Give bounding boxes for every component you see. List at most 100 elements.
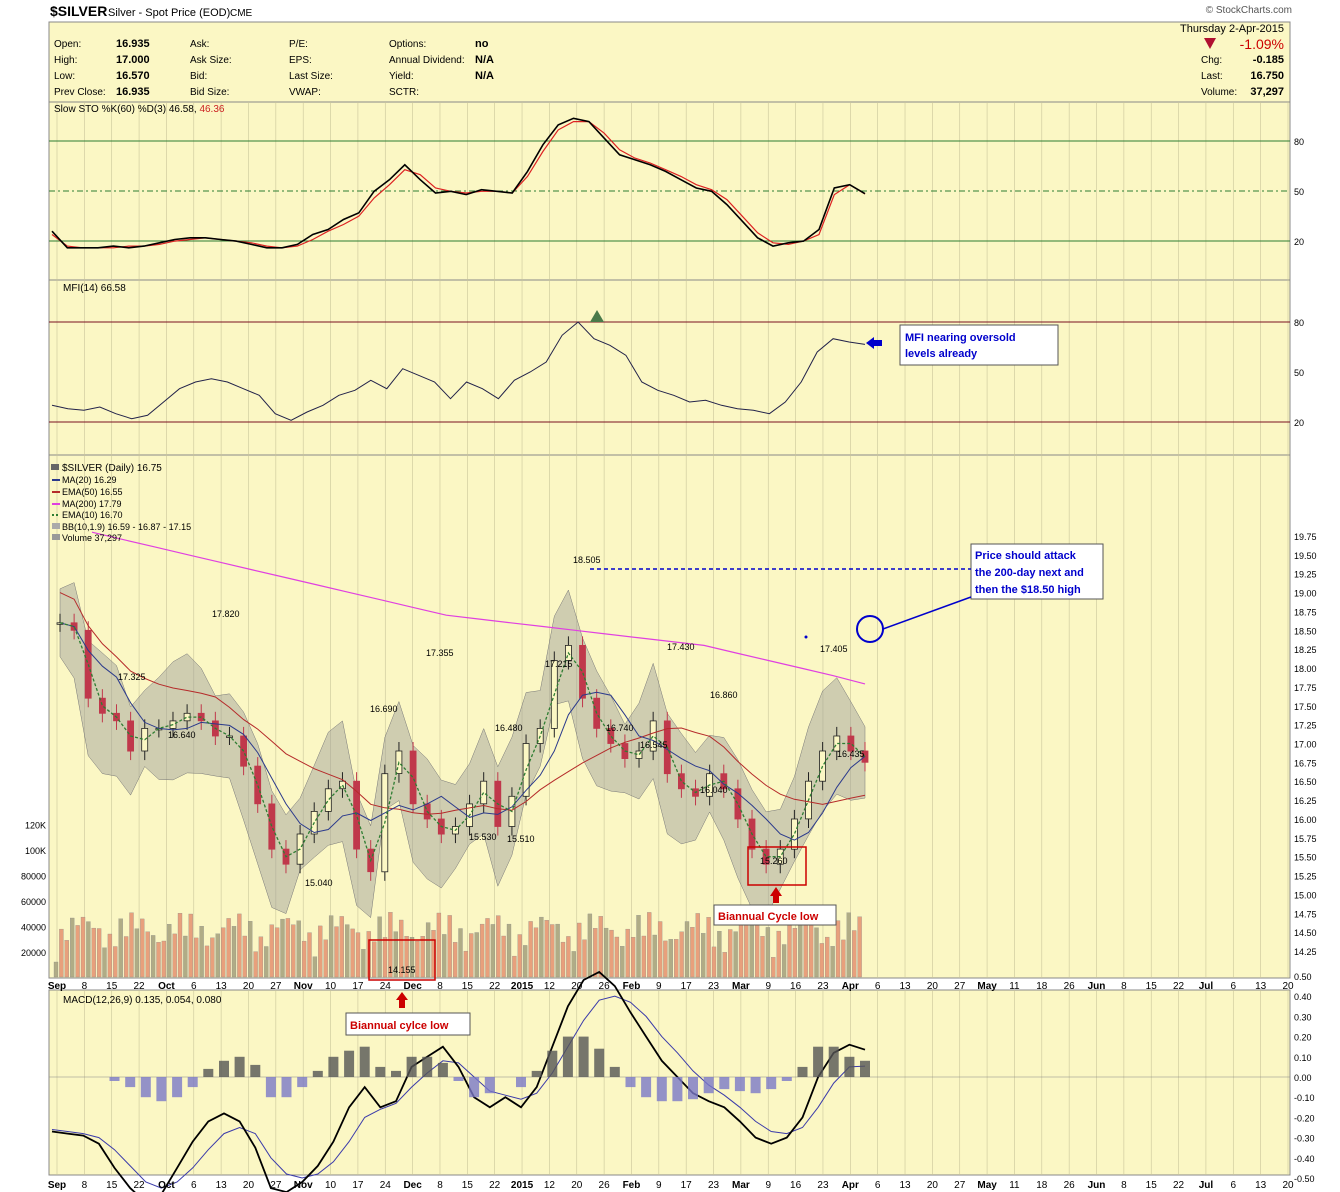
volume-bar [674,939,679,978]
volume-bar [706,917,711,978]
stat-label: Last Size: [289,71,333,82]
sto-y-tick: 80 [1294,137,1304,147]
volume-bar [274,927,280,978]
candle-body [649,720,657,752]
arrow-up-icon [770,887,782,903]
macd-hist-bar [516,1077,526,1088]
volume-bar [291,924,296,978]
sto-title-k: Slow STO %K(60) %D(3) 46.58, [54,104,197,115]
mfi-y-tick: 50 [1294,368,1304,378]
volume-bar [485,918,490,978]
macd-hist-bar [140,1077,151,1098]
macd-hist-bar [391,1070,401,1077]
stat-label: Yield: [389,71,414,82]
price-y-tick: 18.25 [1294,645,1317,655]
price-note-box [970,543,1104,600]
price-label: 16.040 [700,785,728,795]
volume-bar [587,913,593,978]
volume-bar [452,942,458,978]
price-y-tick: 16.75 [1294,758,1317,768]
price-label: 17.820 [212,609,240,619]
volume-bar [754,917,760,978]
volume-bar [134,928,140,978]
x-tick-label: 24 [380,1180,392,1191]
cycle-low-mar-annotation: Biannual Cycle low [713,846,837,926]
macd-hist-bar [375,1066,386,1077]
volume-bar [728,929,733,978]
volume-bar [647,912,652,978]
sto-title-d: 46.36 [199,104,224,115]
x-tick-label: 22 [134,1180,146,1191]
x-tick-label: 20 [927,981,939,992]
volume-bar [204,945,210,978]
price-y-tick: 14.75 [1294,909,1317,919]
price-y-tick: 15.25 [1294,872,1317,882]
volume-bar [852,930,857,978]
x-tick-label: 13 [216,1180,228,1191]
volume-bar [388,912,393,978]
x-tick-label: 20 [571,1180,583,1191]
sto-y-tick: 50 [1294,187,1304,197]
x-tick-label: 22 [1173,981,1185,992]
macd-hist-bar [469,1077,480,1098]
legend-volume: Volume 37,297 [62,533,122,543]
volume-bar [857,916,862,978]
header-date: Thursday 2-Apr-2015 [1180,23,1284,35]
macd-hist-bar [531,1070,542,1077]
cycle-low-dec-label: Biannual cylce low [350,1020,449,1032]
price-y-tick: 17.75 [1294,683,1317,693]
volume-bar [787,918,792,978]
volume-bar [231,926,237,978]
cycle-low-mar-label: Biannual Cycle low [718,911,819,923]
price-y-tick: 15.00 [1294,890,1317,900]
stat-label: Bid Size: [190,87,229,98]
volume-bar [663,940,668,978]
candle-body [99,697,106,714]
volume-bar [577,922,582,978]
price-y-tick: 15.50 [1294,853,1317,863]
macd-hist-bar [484,1077,495,1094]
macd-title: MACD(12,26,9) 0.135, 0.054, 0.080 [63,995,222,1006]
volume-bar [237,913,242,978]
macd-hist-bar [813,1046,824,1077]
volume-bar [393,931,398,978]
x-tick-label: Sep [48,1180,66,1191]
volume-bar [523,945,528,978]
price-label: 16.480 [495,723,523,733]
volume-bar [463,950,469,978]
x-tick-label: 13 [899,981,911,992]
volume-bar [172,933,177,978]
volume-bar [345,924,350,978]
volume-bar [609,929,614,978]
volume-bar [539,916,544,978]
x-tick-label: 12 [544,1180,556,1191]
price-y-tick: 18.00 [1294,664,1317,674]
volume-bar [129,912,134,978]
candle-body [480,780,488,805]
macd-panel [48,989,1291,1176]
volume-bar [188,913,193,978]
stat-label: Ask: [190,39,209,50]
x-tick-label: 23 [708,1180,720,1191]
volume-bar [350,928,355,978]
ma200-line [91,531,866,685]
x-tick-label: 15 [1146,1180,1158,1191]
price-y-tick: 16.25 [1294,796,1317,806]
volume-bar [555,923,560,978]
stat-label: Prev Close: [54,87,106,98]
volume-bar [150,935,156,978]
candle-body [324,788,332,812]
volume-bar [59,928,64,978]
x-tick-label: 6 [875,981,881,992]
volume-bar [285,918,291,978]
volume-bar [328,915,334,978]
volume-bar [792,928,798,978]
stat-label: Options: [389,39,426,50]
volume-bar [571,951,576,978]
x-tick-label: Sep [48,981,66,992]
x-tick-label: May [977,1180,997,1191]
macd-hist-bar [453,1077,464,1081]
x-tick-label: 24 [380,981,392,992]
x-tick-label: 6 [1231,1180,1237,1191]
